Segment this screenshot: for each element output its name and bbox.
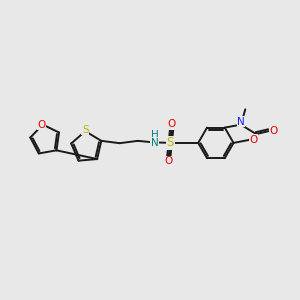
Text: O: O — [270, 126, 278, 136]
Text: S: S — [82, 125, 88, 135]
Text: O: O — [168, 119, 176, 129]
Text: N: N — [151, 138, 158, 148]
Text: H: H — [151, 130, 158, 140]
Text: O: O — [37, 120, 46, 130]
Text: S: S — [167, 136, 174, 149]
Text: O: O — [249, 135, 257, 145]
Text: O: O — [165, 157, 173, 166]
Text: N: N — [237, 117, 245, 127]
